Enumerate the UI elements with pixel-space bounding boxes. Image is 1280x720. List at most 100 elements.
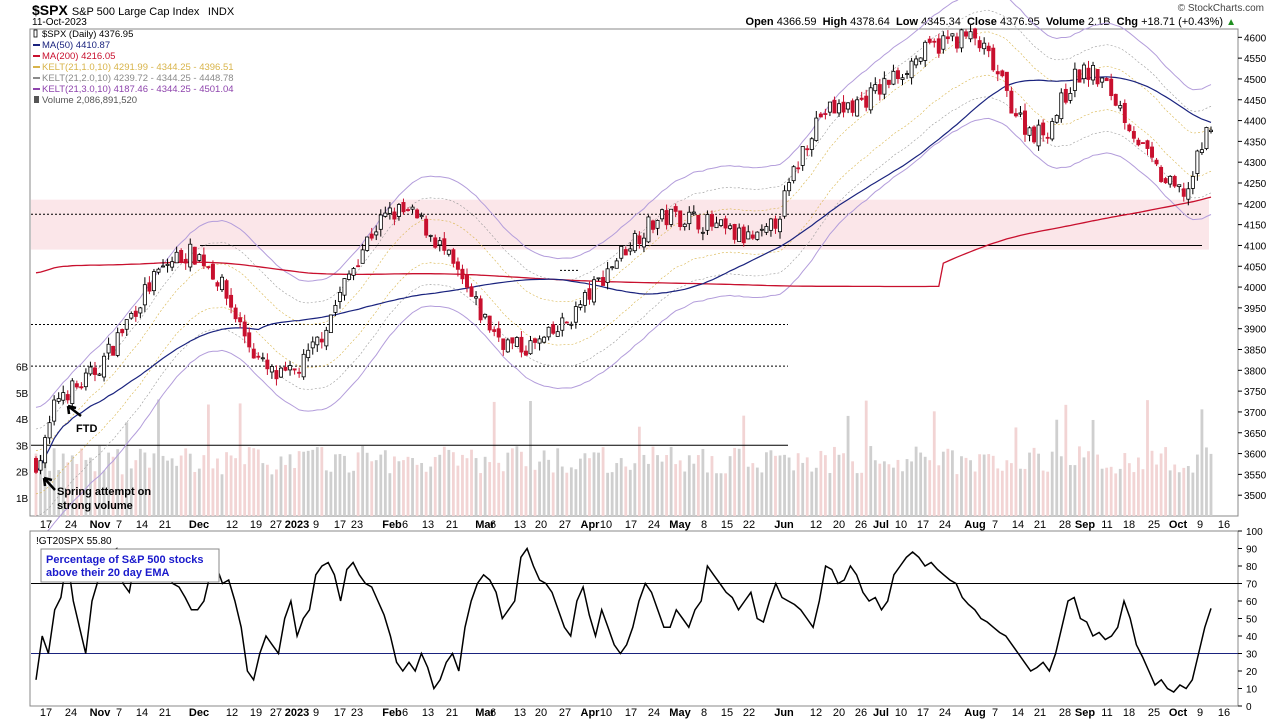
price-tick-label: 3750 (1244, 387, 1267, 398)
volume-bar (98, 445, 101, 516)
exchange-label: INDX (207, 6, 235, 18)
candle-body (106, 343, 111, 354)
indicator-date-tick-label: Nov (90, 707, 112, 719)
date-tick-label: Dec (189, 519, 209, 531)
candle-body (260, 357, 265, 360)
candle-body (755, 231, 760, 240)
candle-body (324, 329, 329, 347)
price-tick-label: 4000 (1244, 283, 1267, 294)
legend-entry: Volume 2,086,891,520 (42, 95, 137, 106)
candle-icon (33, 29, 38, 38)
volume-bar (769, 450, 773, 516)
price-tick-label: 3650 (1244, 429, 1267, 440)
candle-body (759, 228, 764, 231)
ma200-line (35, 196, 1212, 288)
volume-bar (270, 474, 274, 516)
candle-body (818, 113, 823, 118)
volume-bar (370, 461, 374, 516)
candle-body (1086, 67, 1091, 80)
volume-bar (719, 473, 723, 516)
volume-bar (483, 456, 487, 516)
indicator-date-tick-label: May (669, 707, 691, 719)
candle-body (909, 60, 914, 79)
volume-bar (1032, 447, 1036, 516)
volume-bar (674, 464, 678, 516)
candle-body (696, 214, 701, 230)
volume-bar (392, 456, 396, 516)
volume-bar (565, 472, 569, 516)
price-tick-label: 4150 (1244, 221, 1267, 232)
indicator-date-tick-label: 16 (1218, 707, 1230, 719)
volume-bar (343, 455, 346, 516)
volume-bar (833, 446, 836, 516)
date-tick-label: 10 (895, 519, 907, 531)
volume-bar (34, 453, 38, 516)
price-tick-label: 3850 (1244, 346, 1267, 357)
candle-body (850, 100, 855, 113)
high-value: 4378.64 (850, 16, 890, 28)
date-tick-label: 26 (855, 519, 867, 531)
volume-bar (547, 459, 551, 516)
candle-body (1072, 68, 1077, 91)
indicator-axis: 0 10 20 30 40 50 60 70 80 90 100 (1238, 527, 1263, 713)
candle-body (895, 70, 900, 80)
indicator-date-tick-label: 20 (833, 707, 845, 719)
candle-body (519, 336, 524, 353)
candle-body (365, 236, 370, 251)
candle-body (1118, 105, 1123, 109)
indicator-date-tick-label: Jul (873, 707, 889, 719)
volume-bar (447, 449, 451, 516)
candle-body (746, 231, 751, 240)
candle-body (537, 338, 542, 344)
candle-body (115, 332, 120, 356)
date-tick-label: 13 (422, 519, 434, 531)
volume-bar (75, 463, 79, 516)
open-label: Open (745, 16, 774, 28)
volume-bar (102, 470, 106, 516)
candle-body (483, 313, 488, 318)
candle-body (678, 210, 683, 227)
volume-bar (193, 471, 197, 516)
candle-body (1032, 126, 1037, 143)
volume-bar (229, 455, 233, 516)
candle-body (197, 254, 202, 261)
candle-body (392, 211, 397, 220)
candle-body (1091, 65, 1096, 81)
spring-arrow-icon (42, 476, 56, 491)
date-tick-label: 6 (490, 519, 496, 531)
indicator-date-tick-label: 15 (721, 707, 733, 719)
candle-body (1140, 142, 1145, 144)
candle-body (465, 274, 469, 288)
indicator-date-axis: 17 24 Nov 7 14 21 Dec 12 19 27 2023 9 17 23 Feb 6 13 21 Ma… (40, 707, 1230, 719)
volume-bar (374, 460, 378, 516)
indicator-date-tick-label: 2023 (285, 707, 309, 719)
candle-body (215, 282, 220, 287)
candle-body (138, 307, 143, 314)
volume-bar (837, 454, 841, 516)
ma50-line (35, 76, 1212, 473)
candle-body (83, 372, 88, 388)
candle-body (292, 368, 297, 371)
volume-bar (1059, 456, 1063, 516)
candle-body (1136, 139, 1141, 146)
date-tick-label: 21 (1034, 519, 1046, 531)
date-tick-label: 21 (159, 519, 171, 531)
candle-body (360, 249, 365, 264)
candle-body (401, 202, 406, 213)
volume-bar (61, 453, 65, 516)
candle-body (691, 211, 696, 214)
candle-body (927, 38, 932, 43)
candle-body (523, 350, 528, 356)
candle-body (941, 35, 946, 50)
volume-bar (1005, 460, 1009, 516)
volume-bar (1159, 453, 1163, 516)
volume-bar (1000, 470, 1004, 516)
volume-bar (488, 462, 492, 516)
volume-bar (492, 401, 496, 516)
candle-body (855, 99, 860, 117)
candle-body (92, 367, 97, 375)
candle-body (206, 266, 211, 269)
candle-body (229, 294, 234, 308)
candle-body (56, 398, 61, 402)
indicator-date-tick-label: 9 (1197, 707, 1203, 719)
